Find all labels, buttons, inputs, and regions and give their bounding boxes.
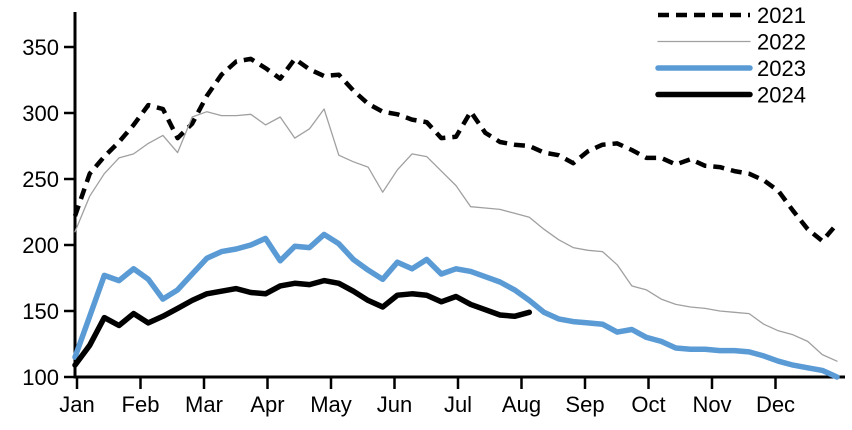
x-tick-label-nov: Nov	[692, 392, 731, 417]
series-line-2023	[72, 231, 840, 380]
y-tick-label: 250	[22, 167, 59, 192]
x-tick-label-apr: Apr	[250, 392, 284, 417]
x-tick-label-jul: Jul	[444, 392, 472, 417]
x-tick-label-feb: Feb	[122, 392, 160, 417]
x-tick-label-dec: Dec	[756, 392, 795, 417]
legend-item-2022: 2022	[657, 30, 806, 55]
x-tick-label-jan: Jan	[59, 392, 94, 417]
x-tick-label-sep: Sep	[565, 392, 604, 417]
y-tick-label: 350	[22, 35, 59, 60]
y-tick-label: 300	[22, 101, 59, 126]
legend-label-2024: 2024	[757, 83, 806, 108]
series-line-2021	[72, 56, 839, 244]
legend-label-2023: 2023	[757, 56, 806, 81]
legend-item-2021: 2021	[658, 3, 806, 28]
series-line-2024	[72, 277, 533, 368]
x-tick-label-oct: Oct	[631, 392, 665, 417]
legend-item-2023: 2023	[655, 56, 806, 81]
legend-label-2022: 2022	[757, 30, 806, 55]
x-tick-label-may: May	[310, 392, 352, 417]
y-tick-label: 150	[22, 299, 59, 324]
y-tick-label: 100	[22, 365, 59, 390]
y-tick-label: 200	[22, 233, 59, 258]
x-tick-label-mar: Mar	[185, 392, 223, 417]
series-line-2022	[74, 108, 838, 362]
x-tick-label-jun: Jun	[377, 392, 412, 417]
x-tick-label-aug: Aug	[502, 392, 541, 417]
legend-label-2021: 2021	[757, 3, 806, 28]
legend-item-2024: 2024	[655, 83, 806, 108]
